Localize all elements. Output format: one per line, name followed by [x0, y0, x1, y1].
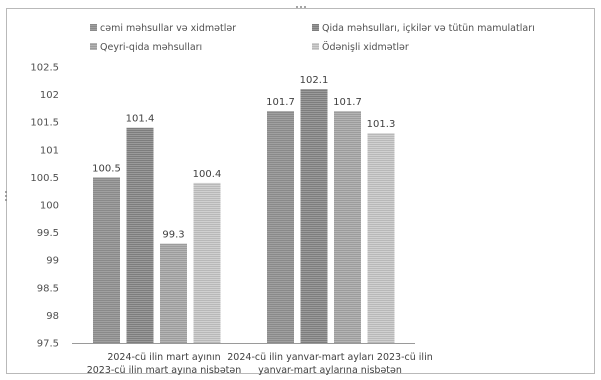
legend-swatch [312, 43, 319, 50]
bars [93, 89, 395, 343]
data-label: 101.3 [367, 119, 396, 130]
legend-label: Qeyri-qida məhsulları [100, 42, 202, 53]
bar [300, 89, 328, 343]
legend-label: Ödənişli xidmətlər [322, 42, 409, 53]
y-tick-label: 102.5 [30, 63, 59, 74]
data-label: 101.7 [266, 97, 295, 108]
y-tick-label: 100 [40, 201, 59, 212]
y-tick-label: 101.5 [30, 118, 59, 129]
bar [126, 127, 154, 343]
resize-handle-top-icon[interactable] [294, 4, 308, 10]
y-tick-label: 102 [40, 90, 59, 101]
y-tick-label: 97.5 [37, 339, 59, 350]
y-tick-label: 99.5 [37, 228, 59, 239]
y-tick-label: 98 [46, 311, 59, 322]
x-category-label: 2024-cü ilin mart ayının [107, 352, 220, 363]
data-label: 100.4 [193, 169, 222, 180]
y-tick-label: 100.5 [30, 173, 59, 184]
legend-swatch [90, 43, 97, 50]
x-category-label: 2023-cü ilin mart ayına nisbətən [87, 365, 242, 376]
data-label: 101.4 [126, 114, 155, 125]
bar [160, 243, 187, 343]
x-axis: 2024-cü ilin mart ayının 2023-cü ilin mar… [72, 343, 433, 376]
bar [367, 133, 395, 343]
legend-label: Qida məhsulları, içkilər və tütün mamula… [322, 23, 535, 34]
y-tick-label: 98.5 [37, 283, 59, 294]
data-label: 101.7 [333, 97, 362, 108]
legend-label: cəmi məhsullar və xidmətlər [100, 23, 236, 34]
legend: cəmi məhsullar və xidmətlər Qida məhsulla… [90, 23, 535, 53]
bar [334, 111, 361, 343]
resize-handle-left-icon[interactable] [3, 189, 9, 203]
bar [267, 111, 294, 343]
x-category-label: 2024-cü ilin yanvar-mart ayları 2023-cü … [227, 352, 432, 363]
x-category-label: yanvar-mart aylarına nisbətən [258, 365, 402, 376]
y-axis: 97.5 98 98.5 99 99.5 100 100.5 101 101.5 102 102.5 [30, 63, 59, 350]
y-tick-label: 101 [40, 145, 59, 156]
bar [193, 182, 221, 343]
data-label: 100.5 [92, 163, 121, 174]
legend-swatch [312, 24, 319, 31]
y-tick-label: 99 [46, 256, 59, 267]
data-label: 102.1 [300, 75, 329, 86]
data-labels: 100.5 101.7 101.4 102.1 99.3 101.7 100.4 101.3 [92, 75, 395, 241]
data-label: 99.3 [162, 230, 184, 241]
bar [93, 177, 120, 343]
legend-swatch [90, 24, 97, 31]
